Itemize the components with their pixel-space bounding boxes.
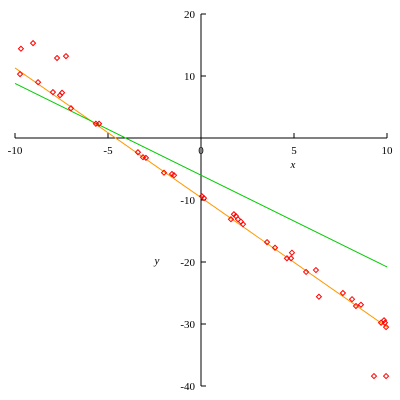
point — [380, 317, 388, 324]
point — [227, 216, 235, 223]
y-tick-label: 20 — [184, 9, 196, 21]
y-tick-label: -20 — [180, 257, 195, 269]
point — [271, 244, 279, 251]
point — [29, 39, 37, 47]
point — [16, 70, 24, 78]
point — [357, 301, 365, 308]
point — [348, 295, 356, 303]
point — [200, 194, 208, 202]
point — [352, 302, 360, 310]
point — [62, 52, 70, 60]
point — [95, 120, 103, 127]
point — [58, 89, 66, 96]
point — [49, 88, 57, 96]
y-axis-label: y — [154, 255, 160, 267]
point — [283, 255, 291, 262]
point — [170, 171, 178, 179]
point — [287, 255, 295, 262]
x-axis-label: x — [290, 159, 296, 171]
point — [312, 266, 320, 274]
x-tick-label: 10 — [382, 145, 394, 157]
y-tick-label: 10 — [184, 71, 196, 83]
x-tick-label: -10 — [8, 145, 23, 157]
point — [302, 268, 310, 276]
y-tick-label: -40 — [180, 381, 195, 393]
point — [134, 149, 142, 156]
x-tick-label: -5 — [103, 145, 113, 157]
point — [34, 78, 42, 86]
point — [142, 154, 150, 162]
point — [382, 323, 390, 331]
point — [339, 289, 347, 297]
point — [17, 45, 25, 52]
y-tick-label: -30 — [180, 319, 195, 331]
point — [263, 238, 271, 246]
point — [239, 220, 247, 228]
point — [53, 54, 61, 62]
x-tick-label: 0 — [198, 145, 204, 157]
point — [67, 105, 75, 112]
x-tick-label: 5 — [291, 145, 297, 157]
point — [315, 293, 323, 300]
line — [14, 82, 388, 268]
y-tick-label: -10 — [180, 195, 195, 207]
point — [370, 372, 378, 380]
point — [160, 169, 168, 176]
point — [382, 372, 390, 380]
point — [288, 249, 296, 256]
